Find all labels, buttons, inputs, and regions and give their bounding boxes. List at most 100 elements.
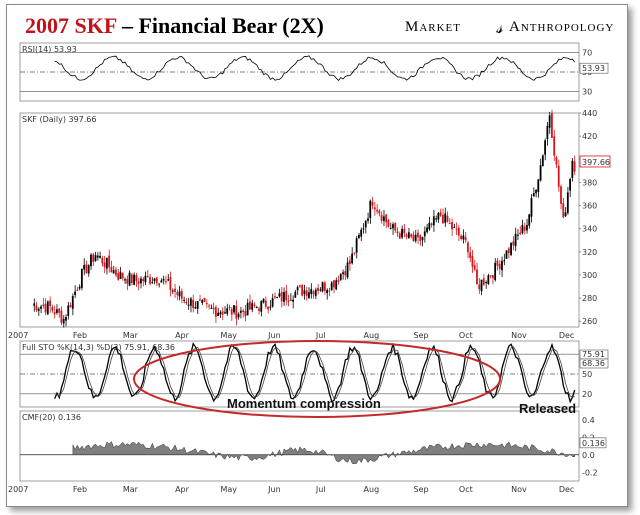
candle-body — [146, 275, 149, 277]
rsi-ytick-label: 30 — [582, 87, 592, 96]
candle-body — [337, 279, 340, 282]
candle-body — [205, 303, 208, 305]
candle-body — [439, 212, 442, 216]
candle-body — [382, 216, 385, 221]
brand-left: Market — [405, 19, 461, 35]
candle-body — [412, 234, 415, 241]
cmf-month-label: Jun — [267, 485, 281, 494]
annotation-released: Released — [519, 401, 576, 416]
candle-body — [301, 285, 304, 296]
price-panel: SKF (Daily) 397.66 260 280 300 320 340 360 380 4… — [8, 109, 611, 340]
candle-body — [203, 297, 206, 302]
cmf-last-value: 0.136 — [582, 439, 605, 448]
candle-body — [101, 257, 104, 264]
candle-body — [353, 252, 356, 254]
candle-body — [394, 223, 397, 231]
candle-body — [49, 300, 51, 307]
candle-body — [496, 260, 499, 266]
candle-body — [194, 307, 197, 309]
candle-body — [90, 254, 92, 267]
candle-body — [512, 241, 515, 246]
brand-symbol-icon: 𝓈 — [496, 17, 503, 37]
candle-body — [521, 224, 524, 234]
candle-body — [83, 264, 86, 270]
month-label: Sep — [414, 331, 429, 340]
candle-body — [380, 214, 383, 221]
candle-body — [298, 285, 301, 287]
candle-body — [60, 310, 63, 323]
candle-body — [119, 271, 122, 279]
momentum-ellipse — [133, 340, 501, 418]
candle-body — [321, 282, 324, 292]
candle-body — [37, 308, 40, 311]
candle-body — [467, 242, 469, 253]
rsi-panel: RSI(14) 53.9330507053.93 — [19, 42, 609, 102]
title-ticker: 2007 SKF — [25, 13, 117, 38]
candle-body — [62, 318, 65, 324]
chart-title: 2007 SKF – Financial Bear (2X) — [25, 13, 324, 38]
candle-body — [560, 186, 562, 204]
candle-body — [516, 234, 519, 236]
candle-body — [342, 272, 344, 275]
cmf-month-label: Sep — [414, 485, 429, 494]
stochastic-ytick-label: 20 — [582, 390, 592, 399]
cmf-ytick-label: 0.4 — [582, 416, 595, 425]
candle-body — [144, 275, 147, 283]
cmf-panel-label: CMF(20) 0.136 — [22, 413, 81, 422]
cmf-month-label: Apr — [175, 485, 190, 494]
candle-body — [507, 248, 510, 254]
candle-body — [178, 291, 181, 297]
candle-body — [555, 157, 558, 165]
candle-body — [189, 298, 192, 306]
annotation-momentum: Momentum compression — [227, 396, 381, 411]
candle-body — [108, 255, 111, 268]
candle-body — [358, 234, 360, 238]
candle-body — [376, 209, 378, 212]
candle-body — [478, 284, 481, 290]
price-ytick-label: 440 — [582, 109, 597, 118]
cmf-ytick-label: -0.2 — [582, 468, 598, 477]
candle-body — [135, 275, 138, 282]
candle-body — [249, 301, 251, 310]
candle-body — [151, 282, 154, 284]
candle-body — [33, 303, 36, 306]
month-label: Aug — [364, 331, 380, 340]
candle-body — [482, 278, 485, 285]
cmf-month-label: Dec — [559, 485, 574, 494]
candle-body — [551, 113, 553, 138]
candle-body — [480, 279, 483, 292]
candle-body — [460, 235, 462, 239]
cmf-ytick-label: 0.0 — [582, 451, 595, 460]
candle-body — [55, 309, 58, 313]
price-ytick-label: 380 — [582, 178, 597, 187]
candle-body — [267, 306, 269, 310]
candle-body — [446, 215, 449, 222]
candle-body — [491, 275, 494, 278]
brand-right: Anthropology — [509, 19, 614, 35]
stochastic-last-value: 75.91 — [582, 350, 605, 359]
candle-body — [494, 262, 497, 281]
candle-body — [67, 305, 70, 316]
stochastic-last-value: 68.36 — [582, 359, 605, 368]
price-ytick-label: 360 — [582, 202, 597, 211]
candle-body — [548, 115, 551, 128]
cmf-month-label: Oct — [459, 485, 473, 494]
cmf-month-label: Nov — [511, 485, 527, 494]
candle-body — [364, 220, 367, 228]
candle-body — [453, 226, 456, 228]
candle-body — [283, 292, 285, 302]
candle-body — [199, 299, 201, 301]
month-label: Dec — [559, 331, 574, 340]
chart-frame: 2007 SKF – Financial Bear (2X) Market 𝓈 … — [6, 4, 628, 507]
candle-body — [328, 290, 331, 292]
candle-body — [392, 224, 394, 229]
candle-body — [471, 255, 474, 267]
candle-body — [210, 307, 213, 309]
candle-body — [448, 222, 451, 224]
candle-body — [303, 290, 306, 295]
candle-body — [258, 308, 260, 311]
candle-body — [310, 288, 313, 295]
candle-body — [367, 218, 369, 221]
candle-body — [532, 193, 535, 197]
candle-body — [541, 155, 544, 167]
